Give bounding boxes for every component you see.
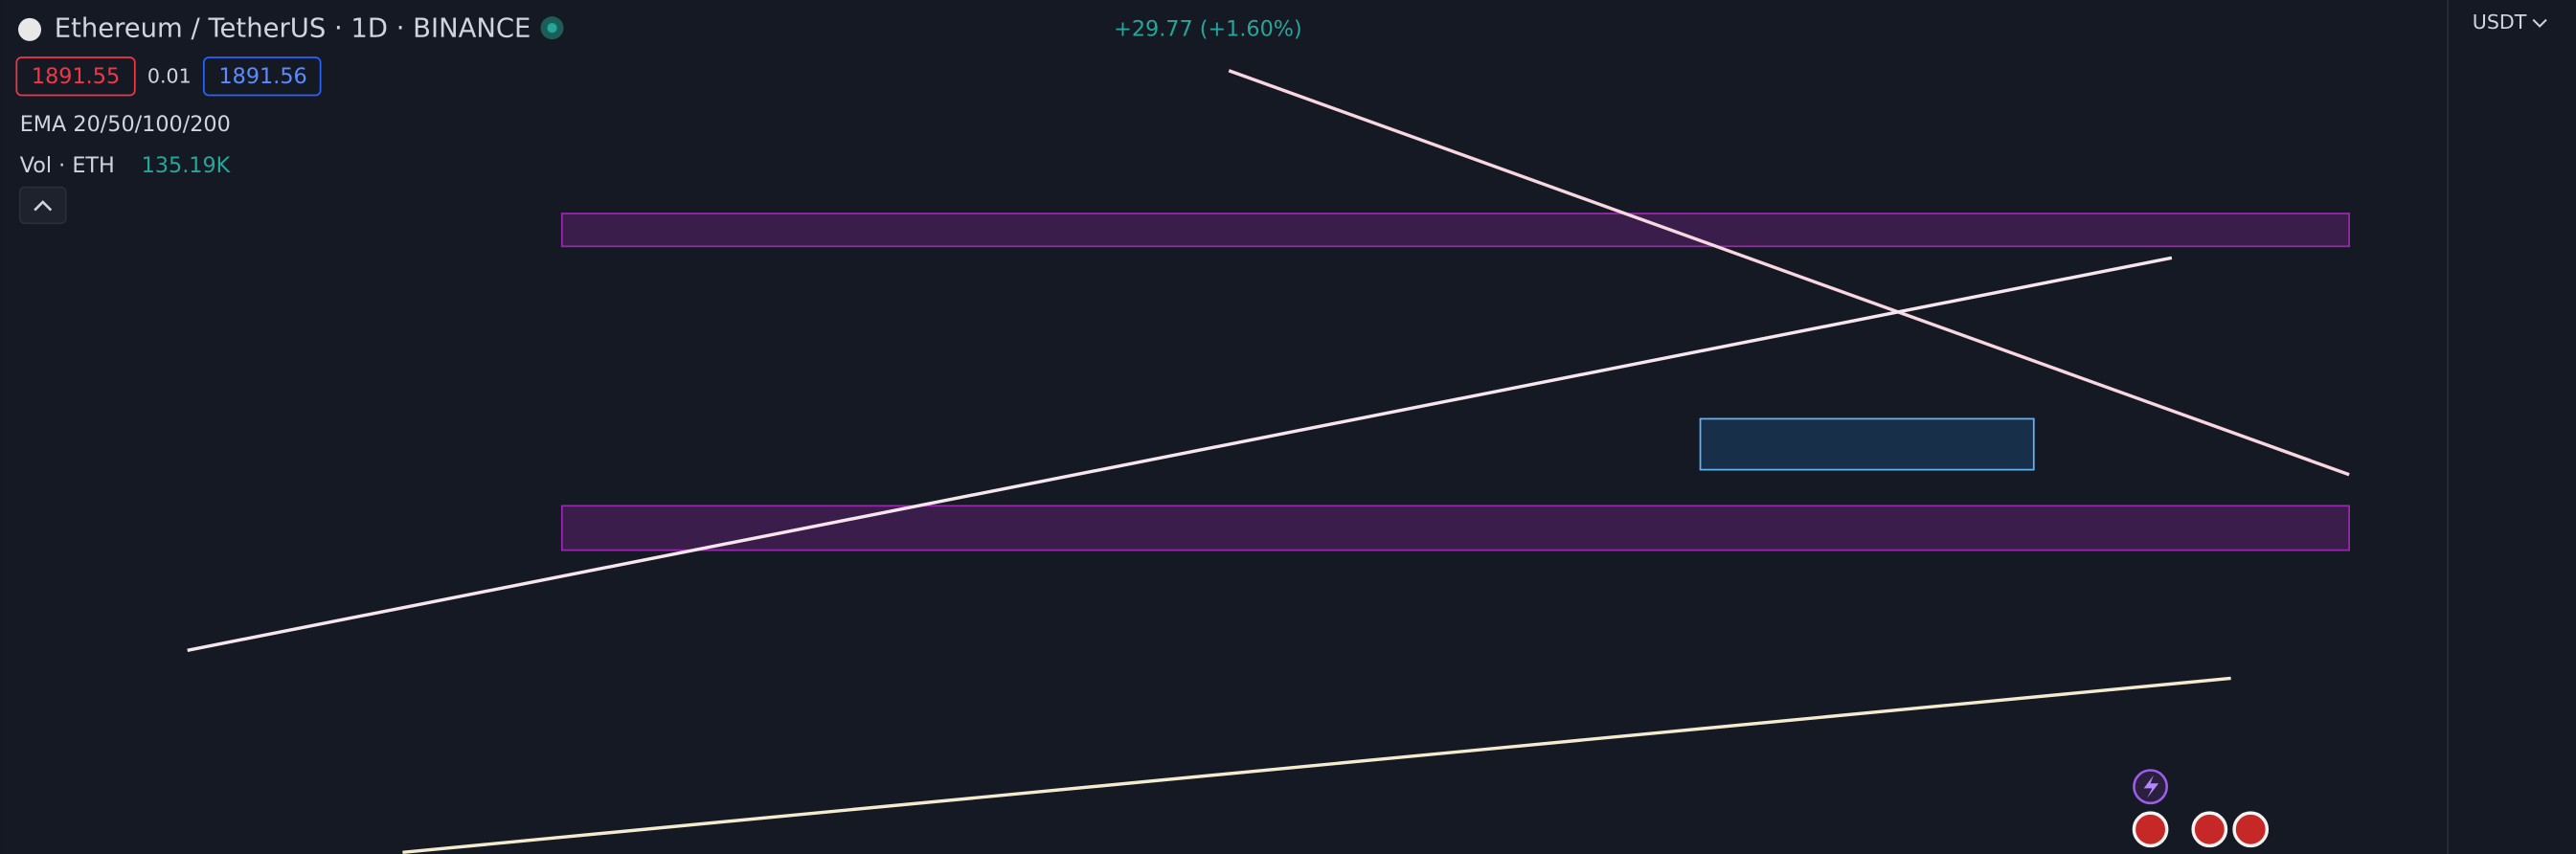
event-flag[interactable] — [2232, 811, 2270, 848]
market-status-dot — [547, 23, 557, 34]
spread: 0.01 — [147, 65, 192, 88]
event-flag[interactable] — [2191, 811, 2228, 848]
buy-box[interactable] — [202, 56, 322, 97]
currency-chevron[interactable] — [2532, 18, 2547, 28]
sell-box[interactable] — [15, 56, 136, 97]
volume-title: Vol · ETH — [20, 153, 115, 178]
change: +29.77 (+1.60%) — [1114, 16, 1302, 41]
sell-price[interactable]: 1891.55 — [32, 64, 120, 89]
buy-price[interactable]: 1891.56 — [218, 64, 306, 89]
ema-title: EMA 20/50/100/200 — [20, 112, 231, 137]
event-flag[interactable] — [2132, 811, 2169, 848]
trend-line — [187, 256, 2173, 652]
currency[interactable]: USDT — [2473, 11, 2527, 34]
volume-value: 135.19K — [142, 153, 232, 178]
symbol-icon[interactable] — [18, 17, 42, 41]
chevron-icon[interactable] — [34, 200, 53, 212]
range-box — [1699, 417, 2035, 471]
trend-line — [402, 676, 2231, 854]
collapse-button[interactable] — [18, 186, 67, 225]
resistance-zone — [560, 213, 2350, 248]
trend-line — [1228, 69, 2350, 477]
symbol-title[interactable]: Ethereum / TetherUS · 1D · BINANCE — [55, 13, 531, 43]
support-zone — [560, 505, 2350, 551]
lightning-icon[interactable] — [2143, 775, 2159, 798]
